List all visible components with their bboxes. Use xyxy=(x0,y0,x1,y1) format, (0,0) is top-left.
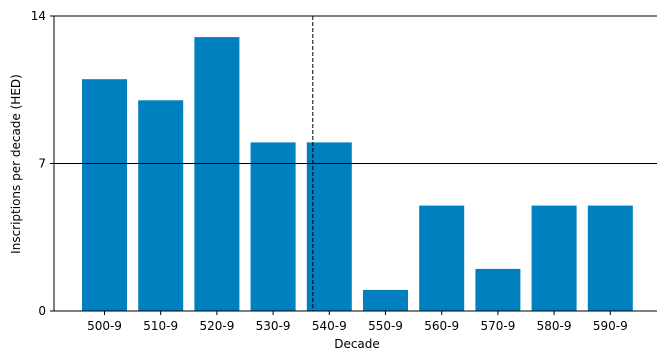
bars-group xyxy=(82,37,633,311)
y-ticks: 0 7 14 xyxy=(31,9,54,318)
x-tick-label: 540-9 xyxy=(312,319,347,333)
x-tick-label: 510-9 xyxy=(143,319,178,333)
bar-590-9 xyxy=(587,205,633,311)
bar-520-9 xyxy=(194,37,240,311)
bar-580-9 xyxy=(531,205,577,311)
x-tick-label: 570-9 xyxy=(480,319,515,333)
bar-560-9 xyxy=(419,205,465,311)
x-tick-label: 520-9 xyxy=(199,319,234,333)
x-tick-label: 560-9 xyxy=(424,319,459,333)
y-axis-title: Inscriptions per decade (HED) xyxy=(9,74,23,254)
x-tick-label: 550-9 xyxy=(368,319,403,333)
x-tick-label: 590-9 xyxy=(593,319,628,333)
bar-530-9 xyxy=(250,142,296,311)
bar-550-9 xyxy=(363,289,408,311)
bar-570-9 xyxy=(475,268,521,311)
x-axis-title: Decade xyxy=(334,337,380,349)
x-tick-label: 530-9 xyxy=(256,319,291,333)
bar-540-9 xyxy=(306,142,352,311)
y-tick-label: 0 xyxy=(38,304,46,318)
x-tick-label: 580-9 xyxy=(537,319,572,333)
x-tick-label: 500-9 xyxy=(87,319,122,333)
bar-510-9 xyxy=(138,100,184,311)
bar-500-9 xyxy=(82,79,127,311)
y-tick-label: 7 xyxy=(38,157,46,171)
y-tick-label: 14 xyxy=(31,9,46,23)
x-ticks: 500-9 510-9 520-9 530-9 540-9 550-9 560-9 570-9… xyxy=(87,311,628,333)
